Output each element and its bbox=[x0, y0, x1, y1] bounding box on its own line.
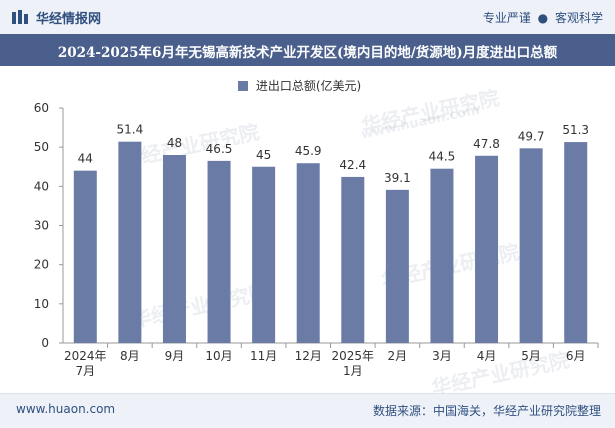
bar bbox=[385, 189, 409, 343]
x-tick-label: 2024年 7月 bbox=[64, 349, 107, 378]
x-tick-label: 6月 bbox=[566, 349, 586, 363]
tagline-separator: ● bbox=[537, 11, 549, 25]
bar bbox=[207, 160, 231, 343]
chart-legend: 进出口总额(亿美元) bbox=[238, 77, 361, 94]
data-label: 49.7 bbox=[518, 129, 545, 143]
x-tick-label-line: 7月 bbox=[75, 364, 95, 378]
brand-name: 华经情报网 bbox=[36, 12, 102, 27]
x-tick-label: 10月 bbox=[205, 349, 232, 363]
x-tick-label: 9月 bbox=[165, 349, 185, 363]
bar bbox=[564, 142, 588, 343]
x-tick-label-line: 11月 bbox=[250, 349, 277, 363]
data-label: 44 bbox=[78, 152, 93, 166]
y-tick-label: 30 bbox=[34, 219, 49, 233]
logo-icon bbox=[12, 10, 28, 24]
x-tick-label-line: 2024年 bbox=[64, 349, 107, 363]
bar bbox=[73, 170, 97, 343]
y-tick-label: 60 bbox=[34, 101, 49, 115]
x-tick-label-line: 10月 bbox=[205, 349, 232, 363]
x-tick-label: 3月 bbox=[432, 349, 452, 363]
bar bbox=[430, 168, 454, 343]
legend-swatch bbox=[238, 81, 248, 91]
footer-bar: www.huaon.com 数据来源：中国海关，华经产业研究院整理 bbox=[0, 393, 615, 428]
data-label: 48 bbox=[167, 136, 182, 150]
data-label: 45 bbox=[256, 148, 271, 162]
footer-website[interactable]: www.huaon.com bbox=[16, 402, 116, 416]
x-tick-label-line: 3月 bbox=[432, 349, 452, 363]
x-tick-label: 4月 bbox=[477, 349, 497, 363]
x-tick-label-line: 4月 bbox=[477, 349, 497, 363]
data-label: 51.4 bbox=[117, 123, 144, 137]
data-label: 44.5 bbox=[429, 150, 456, 164]
x-tick-label-line: 8月 bbox=[120, 349, 140, 363]
tagline-right: 客观科学 bbox=[554, 11, 603, 25]
bar bbox=[118, 141, 142, 343]
tagline: 专业严谨 ● 客观科学 bbox=[483, 9, 603, 26]
data-label: 39.1 bbox=[384, 171, 411, 185]
x-tick-label: 2月 bbox=[388, 349, 408, 363]
x-tick-label-line: 1月 bbox=[343, 364, 363, 378]
x-tick-label-line: 12月 bbox=[295, 349, 322, 363]
x-tick-label: 12月 bbox=[295, 349, 322, 363]
data-label: 45.9 bbox=[295, 144, 322, 158]
bar bbox=[252, 166, 276, 343]
bar bbox=[162, 155, 186, 343]
x-tick-label-line: 9月 bbox=[165, 349, 185, 363]
data-label: 46.5 bbox=[206, 142, 233, 156]
y-tick-label: 50 bbox=[34, 140, 49, 154]
x-tick-label-line: 2025年 bbox=[332, 349, 375, 363]
y-tick-label: 20 bbox=[34, 258, 49, 272]
x-tick-label: 2025年 1月 bbox=[332, 349, 375, 378]
footer-source: 数据来源：中国海关，华经产业研究院整理 bbox=[372, 404, 601, 418]
title-bar: 2024-2025年6月年无锡高新技术产业开发区(境内目的地/货源地)月度进出口… bbox=[0, 34, 615, 66]
legend-label: 进出口总额(亿美元) bbox=[255, 79, 362, 93]
x-tick-label: 11月 bbox=[250, 349, 277, 363]
chart-title: 2024-2025年6月年无锡高新技术产业开发区(境内目的地/货源地)月度进出口… bbox=[57, 45, 558, 61]
x-tick-label: 5月 bbox=[521, 349, 541, 363]
y-tick-label: 40 bbox=[34, 179, 49, 193]
bar bbox=[296, 163, 320, 343]
tagline-left: 专业严谨 bbox=[482, 11, 531, 25]
x-tick-label-line: 6月 bbox=[566, 349, 586, 363]
bar bbox=[341, 176, 365, 343]
bar bbox=[475, 155, 499, 343]
x-tick-label-line: 5月 bbox=[521, 349, 541, 363]
data-label: 51.3 bbox=[562, 123, 589, 137]
x-tick-label-line: 2月 bbox=[388, 349, 408, 363]
bar bbox=[519, 148, 543, 343]
data-label: 42.4 bbox=[339, 158, 366, 172]
x-tick-label: 8月 bbox=[120, 349, 140, 363]
data-label: 47.8 bbox=[473, 137, 500, 151]
y-tick-label: 0 bbox=[41, 336, 49, 350]
y-tick-label: 10 bbox=[34, 297, 49, 311]
